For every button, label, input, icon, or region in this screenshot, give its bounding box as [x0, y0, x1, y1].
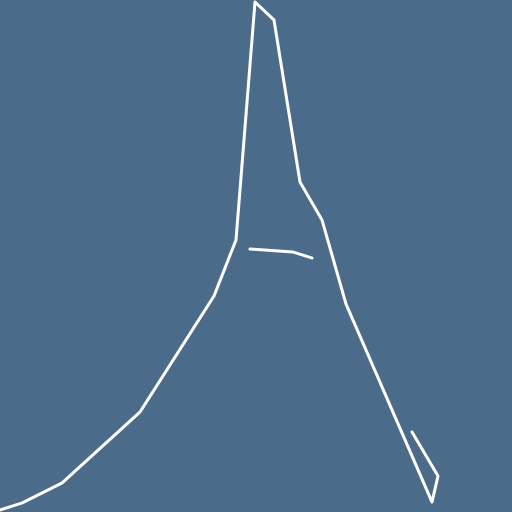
outline-path	[0, 0, 440, 512]
inner-stroke	[248, 247, 314, 260]
